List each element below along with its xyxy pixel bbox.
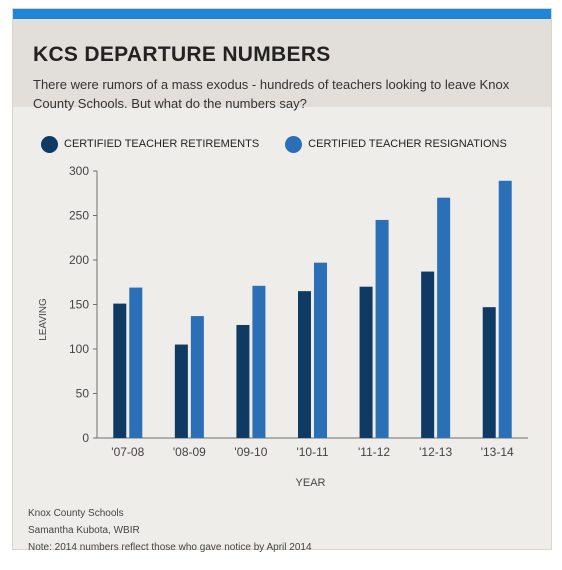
infographic-card: KCS DEPARTURE NUMBERS There were rumors …: [12, 8, 552, 553]
footer-source: Knox County Schools: [28, 508, 124, 519]
legend-swatch-retirements: [41, 135, 58, 153]
chart-subtitle: There were rumors of a mass exodus - hun…: [33, 77, 510, 111]
bar-resignations: [190, 316, 204, 438]
x-tick-label: '09-10: [234, 445, 267, 459]
bar-resignations: [252, 285, 266, 438]
footer-credit: Samantha Kubota, WBIR: [28, 525, 140, 536]
x-tick-label: '13-14: [481, 445, 514, 459]
y-tick-label: 300: [69, 164, 89, 178]
y-tick-label: 250: [69, 209, 89, 223]
chart-title: KCS DEPARTURE NUMBERS: [33, 43, 331, 66]
bar-retirements: [359, 286, 373, 438]
legend-label-retirements: CERTIFIED TEACHER RETIREMENTS: [64, 138, 260, 150]
bar-retirements: [298, 291, 311, 438]
bar-chart: 0 50 100 150 200 250 300 '07-08 '08-09 '09-10 '10-…: [38, 164, 528, 489]
bar-resignations: [129, 287, 143, 438]
accent-bar: [13, 9, 551, 19]
bar-retirements: [482, 307, 496, 438]
y-tick-label: 50: [76, 387, 90, 401]
bar-retirements: [236, 324, 250, 438]
x-tick-label: '08-09: [173, 445, 206, 459]
y-tick-label: 150: [69, 298, 89, 312]
bar-retirements: [421, 271, 435, 438]
y-tick-label: 100: [69, 342, 89, 356]
bar-resignations: [437, 197, 451, 438]
bar-resignations: [314, 262, 327, 438]
legend: CERTIFIED TEACHER RETIREMENTS CERTIFIED …: [41, 135, 533, 153]
y-tick-label: 200: [69, 253, 89, 267]
legend-item-retirements: CERTIFIED TEACHER RETIREMENTS: [41, 135, 260, 153]
footer: Knox County Schools Samantha Kubota, WBI…: [28, 505, 312, 556]
x-tick-label: '11-12: [358, 445, 390, 459]
legend-swatch-resignations: [285, 135, 303, 153]
x-axis-label: YEAR: [296, 477, 326, 489]
bar-resignations: [498, 180, 512, 439]
legend-item-resignations: CERTIFIED TEACHER RESIGNATIONS: [285, 135, 507, 153]
y-axis-label: LEAVING: [38, 298, 49, 341]
legend-label-resignations: CERTIFIED TEACHER RESIGNATIONS: [308, 138, 507, 150]
x-tick-label: '10-11: [296, 445, 328, 459]
x-tick-label: '12-13: [419, 445, 452, 459]
bar-retirements: [174, 344, 188, 438]
bar-resignations: [375, 219, 389, 438]
footer-note: Note: 2014 numbers reflect those who gav…: [28, 542, 312, 553]
x-tick-label: '07-08: [111, 445, 144, 459]
bar-retirements: [113, 303, 127, 438]
header-panel: KCS DEPARTURE NUMBERS There were rumors …: [13, 19, 551, 111]
y-tick-label: 0: [82, 431, 89, 445]
